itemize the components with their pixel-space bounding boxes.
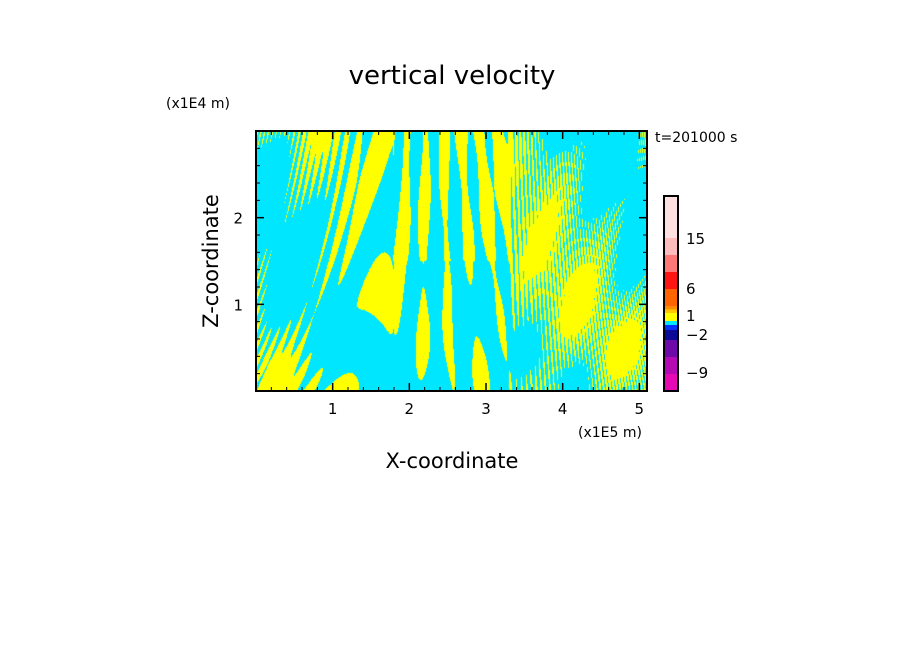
colorbar-segment: [664, 325, 678, 330]
chart-title: vertical velocity: [349, 61, 556, 91]
y-tick-label: 1: [233, 296, 243, 314]
x-tick-label: 4: [558, 400, 568, 418]
y-unit-label: (x1E4 m): [166, 96, 230, 112]
colorbar-label: 1: [686, 307, 696, 325]
colorbar-segment: [664, 374, 678, 391]
colorbar-label: 15: [686, 230, 705, 248]
x-ticks: 1 2 3 4 5: [270, 131, 645, 418]
colorbar-label: −9: [686, 364, 708, 382]
colorbar-label: 6: [686, 280, 696, 298]
colorbar: [663, 195, 679, 392]
y-ticks: 12: [233, 147, 647, 375]
colorbar-segment: [664, 272, 678, 289]
x-tick-label: 5: [635, 400, 645, 418]
colorbar-segment: [664, 196, 678, 238]
colorbar-labels: 15 6 1−2 −9: [686, 230, 708, 382]
colorbar-segment: [664, 330, 678, 340]
colorbar-segment: [664, 313, 678, 317]
y-axis-label: Z-coordinate: [199, 194, 223, 328]
time-label: t=201000 s: [655, 130, 737, 146]
x-tick-label: 3: [481, 400, 491, 418]
plot-frame: [255, 130, 648, 392]
colorbar-segment: [664, 289, 678, 306]
colorbar-segment: [664, 357, 678, 374]
y-tick-label: 2: [233, 210, 243, 228]
colorbar-segment: [664, 321, 678, 325]
colorbar-segment: [664, 238, 678, 255]
colorbar-segment: [664, 340, 678, 357]
colorbar-segment: [664, 255, 678, 272]
colorbar-segment: [664, 317, 678, 321]
colorbar-segment: [664, 306, 678, 310]
x-tick-label: 1: [328, 400, 338, 418]
colorbar-segment: [664, 309, 678, 313]
x-axis-label: X-coordinate: [386, 449, 519, 473]
x-tick-label: 2: [405, 400, 415, 418]
colorbar-label: −2: [686, 326, 708, 344]
x-unit-label: (x1E5 m): [578, 425, 642, 441]
colorbar-frame: [663, 195, 679, 392]
contour-field: [256, 131, 647, 391]
